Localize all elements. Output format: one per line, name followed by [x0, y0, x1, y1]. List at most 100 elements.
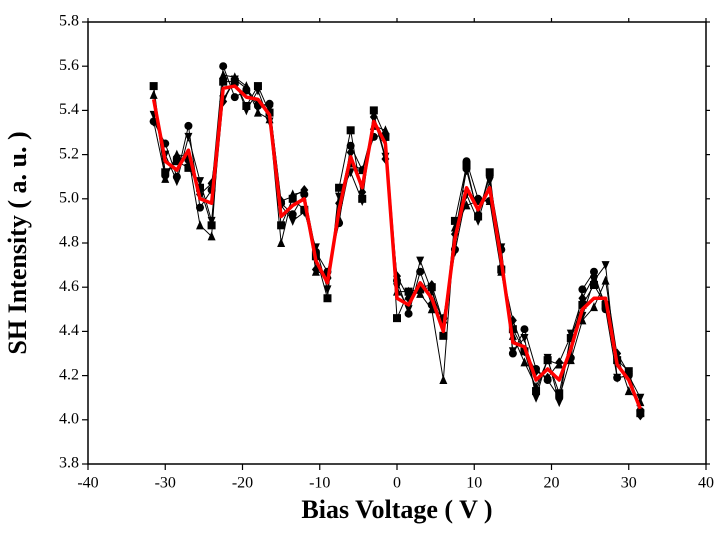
marker	[636, 410, 645, 421]
marker	[196, 177, 205, 187]
marker	[242, 101, 251, 110]
x-tick-label: -10	[309, 475, 330, 492]
x-tick-label: 20	[544, 475, 560, 492]
marker	[196, 220, 205, 230]
marker	[358, 187, 367, 198]
marker	[346, 147, 355, 158]
marker	[219, 62, 228, 71]
marker	[566, 355, 575, 365]
marker	[427, 304, 436, 314]
y-tick-label: 4.0	[59, 410, 79, 427]
marker	[578, 300, 587, 309]
marker	[462, 165, 471, 176]
marker	[323, 294, 332, 303]
marker	[508, 325, 517, 334]
marker	[589, 271, 598, 282]
marker	[323, 285, 332, 295]
y-tick-label: 5.4	[59, 101, 79, 118]
marker	[450, 216, 459, 225]
plot-frame	[87, 21, 707, 465]
marker	[462, 200, 471, 210]
marker	[416, 288, 425, 298]
x-axis-title: Bias Voltage ( V )	[301, 495, 492, 524]
marker	[474, 209, 483, 220]
marker	[543, 372, 552, 383]
marker	[485, 171, 494, 182]
x-tick-label: -20	[232, 475, 253, 492]
marker	[253, 86, 262, 96]
marker	[532, 387, 541, 396]
marker	[207, 231, 216, 241]
marker	[369, 106, 378, 115]
marker	[184, 132, 193, 142]
marker	[346, 141, 355, 150]
x-tick-label: 30	[621, 475, 637, 492]
marker	[369, 112, 378, 123]
x-tick-label: -30	[155, 475, 176, 492]
marker	[230, 74, 239, 85]
marker	[543, 353, 552, 363]
y-tick-label: 4.4	[59, 322, 79, 339]
marker	[520, 357, 529, 367]
marker	[277, 221, 286, 230]
series-line	[153, 78, 641, 416]
marker	[462, 157, 471, 166]
marker	[253, 82, 262, 91]
marker	[184, 121, 193, 130]
marker	[288, 191, 297, 202]
marker	[578, 285, 587, 294]
series-line	[151, 84, 642, 410]
y-tick-label: 3.8	[59, 455, 79, 472]
marker	[427, 279, 436, 290]
marker	[288, 216, 297, 226]
marker	[624, 386, 633, 396]
marker	[172, 151, 181, 162]
y-tick-label: 5.8	[59, 13, 79, 30]
x-tick-label: -40	[77, 475, 98, 492]
marker	[393, 314, 401, 323]
marker	[636, 393, 645, 403]
marker	[520, 325, 529, 334]
marker	[532, 393, 541, 403]
marker	[381, 125, 390, 135]
marker	[555, 389, 564, 398]
y-tick-label: 5.0	[59, 189, 79, 206]
marker	[439, 331, 448, 340]
marker	[196, 203, 205, 212]
y-tick-label: 4.8	[59, 234, 79, 251]
y-tick-label: 5.6	[59, 57, 79, 74]
marker	[555, 398, 564, 408]
marker	[265, 100, 274, 111]
marker	[601, 261, 610, 271]
marker	[277, 238, 286, 247]
marker	[520, 334, 529, 344]
marker	[196, 183, 205, 192]
marker	[601, 275, 610, 285]
y-tick-label: 4.2	[59, 366, 79, 383]
y-axis-title: SH Intensity ( a. u. )	[3, 131, 32, 354]
marker	[184, 163, 193, 172]
marker	[161, 171, 170, 182]
y-tick-label: 5.2	[59, 145, 79, 162]
marker	[589, 302, 598, 312]
marker	[555, 357, 564, 368]
marker	[358, 197, 367, 207]
marker	[439, 375, 448, 385]
marker	[288, 210, 297, 219]
marker	[578, 293, 587, 304]
x-tick-label: 10	[466, 475, 482, 492]
marker	[508, 347, 517, 357]
marker	[242, 83, 251, 94]
marker	[172, 177, 181, 187]
x-tick-label: 0	[393, 475, 401, 492]
marker	[149, 89, 158, 99]
marker	[219, 70, 228, 80]
marker	[207, 216, 216, 226]
x-tick-label: 40	[698, 475, 714, 492]
marker	[404, 305, 413, 315]
marker	[149, 82, 158, 91]
marker	[335, 183, 344, 192]
marker	[230, 93, 239, 102]
marker	[416, 256, 425, 266]
